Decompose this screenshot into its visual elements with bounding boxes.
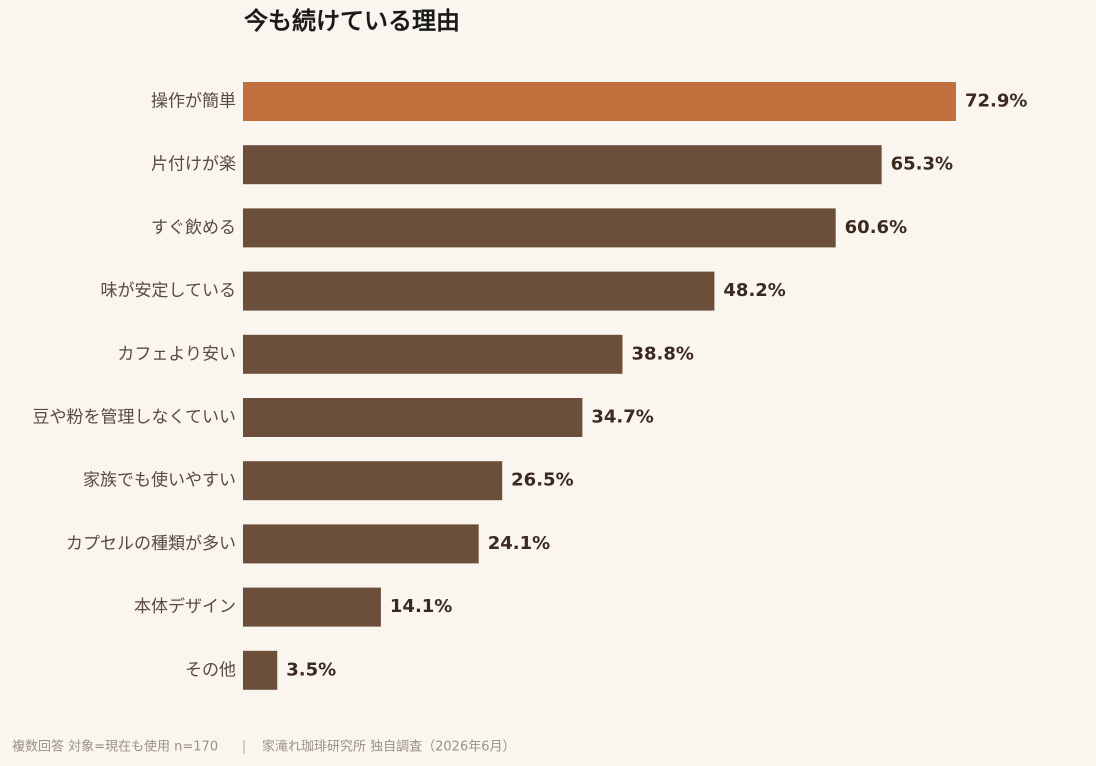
value-label: 65.3% xyxy=(891,154,953,175)
category-label: カプセルの種類が多い xyxy=(66,534,236,554)
bar xyxy=(243,587,381,627)
bar xyxy=(243,271,715,311)
source: 家滝れ珈琲研究所 独自調査（2026年6月） xyxy=(262,739,516,755)
bar xyxy=(243,82,956,121)
value-label: 26.5% xyxy=(511,470,573,491)
category-label: カフェより安い xyxy=(117,344,236,364)
category-label: 味が安定している xyxy=(101,281,237,301)
category-label: すぐ飲める xyxy=(151,218,236,238)
value-label: 48.2% xyxy=(723,280,785,301)
value-label: 24.1% xyxy=(488,533,550,554)
value-label: 14.1% xyxy=(390,596,452,617)
value-label: 72.9% xyxy=(965,91,1027,112)
category-label: その他 xyxy=(185,660,236,680)
bar xyxy=(243,145,882,185)
bar xyxy=(243,334,623,374)
bar xyxy=(243,650,278,690)
note: 複数回答 対象=現在も使用 n=170 xyxy=(12,739,218,755)
value-label: 3.5% xyxy=(286,659,336,680)
bar xyxy=(243,461,503,501)
category-label: 豆や粉を管理しなくていい xyxy=(33,408,237,428)
value-label: 38.8% xyxy=(631,343,693,364)
bar xyxy=(243,524,479,564)
value-label: 34.7% xyxy=(591,407,653,428)
category-label: 本体デザイン xyxy=(134,596,236,617)
category-label: 片付けが楽 xyxy=(151,155,236,175)
category-label: 操作が簡単 xyxy=(151,92,236,112)
chart-title: 今も続けている理由 xyxy=(244,7,460,35)
bar xyxy=(243,208,836,248)
bar xyxy=(243,398,583,437)
value-label: 60.6% xyxy=(845,217,907,238)
category-label: 家族でも使いやすい xyxy=(83,470,236,491)
